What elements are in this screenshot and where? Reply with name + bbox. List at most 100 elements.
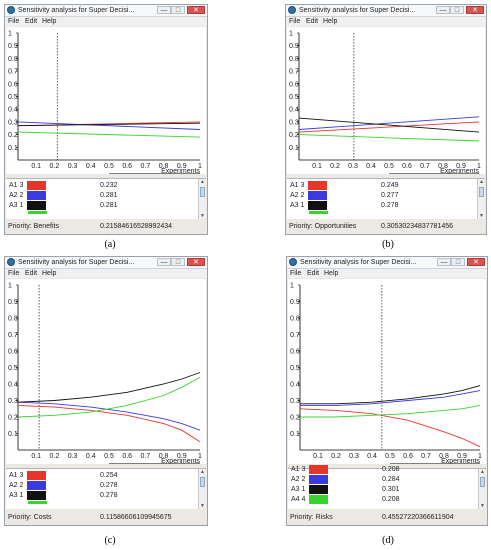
list-item[interactable]: A3 1 0.278 xyxy=(287,201,475,210)
list-scrollbar[interactable]: ▲ ▼ xyxy=(198,179,206,219)
priority-value: 0.21584616528992434 xyxy=(100,223,173,230)
scroll-down-icon[interactable]: ▼ xyxy=(200,503,205,509)
list-scrollbar[interactable]: ▲ ▼ xyxy=(198,469,206,509)
menu-edit[interactable]: Edit xyxy=(25,270,38,277)
priority-label: Priority: Costs xyxy=(8,514,52,521)
sensitivity-plot: 1 0.9 0.8 0.7 0.6 0.5 0.4 0.3 0.2 0.1 0.1 0.2 0.3 0.4… xyxy=(6,279,206,464)
menu-edit[interactable]: Edit xyxy=(306,18,319,25)
title-bar[interactable]: Sensitivity analysis for Super Decisi...… xyxy=(5,5,207,17)
y-tick-label: 0.1 xyxy=(8,145,18,152)
menu-help[interactable]: Help xyxy=(324,270,339,277)
maximize-button[interactable]: □ xyxy=(171,6,185,14)
alternatives-list: A1 3 0.232 A2 2 0.281 A3 1 0.281 ▲ ▼ xyxy=(6,178,206,219)
priority-status: Priority: Risks 0.45527220366611904 xyxy=(290,513,484,523)
menu-edit[interactable]: Edit xyxy=(307,270,320,277)
list-item[interactable]: A2 2 0.284 xyxy=(288,475,476,484)
list-item[interactable]: A1 3 0.249 xyxy=(287,181,475,190)
list-item[interactable]: A1 3 0.232 xyxy=(6,181,196,190)
menu-file[interactable]: File xyxy=(8,270,20,277)
alternative-label: A2 2 xyxy=(9,482,24,489)
maximize-button[interactable]: □ xyxy=(171,258,185,266)
y-tick-label: 0.2 xyxy=(289,132,299,139)
list-item[interactable]: A1 3 0.208 xyxy=(288,465,476,474)
title-bar[interactable]: Sensitivity analysis for Super Decisi...… xyxy=(287,257,487,269)
menu-edit[interactable]: Edit xyxy=(25,18,38,25)
minimize-button[interactable]: — xyxy=(437,258,451,266)
list-scrollbar[interactable]: ▲ ▼ xyxy=(477,179,485,219)
menu-bar: File Edit Help xyxy=(287,269,487,278)
alternative-value: 0.284 xyxy=(382,476,400,483)
x-tick-label: 0.3 xyxy=(68,453,78,460)
y-tick-label: 0.9 xyxy=(8,43,18,50)
maximize-button[interactable]: □ xyxy=(450,6,464,14)
x-tick-label: 0.6 xyxy=(403,453,413,460)
scroll-thumb[interactable] xyxy=(480,477,485,487)
x-tick-label: 0.4 xyxy=(366,163,376,170)
y-tick-label: 0.2 xyxy=(8,132,18,139)
color-swatch xyxy=(309,465,328,474)
priority-label: Priority: Benefits xyxy=(8,223,59,230)
scroll-thumb[interactable] xyxy=(200,187,205,197)
x-tick-label: 0.5 xyxy=(385,453,395,460)
scroll-thumb[interactable] xyxy=(479,187,484,197)
menu-file[interactable]: File xyxy=(8,18,20,25)
chart-svg: 1 0.9 0.8 0.7 0.6 0.5 0.4 0.3 0.2 0.1 0.1 0.2 0.3 0.4… xyxy=(289,31,481,175)
x-tick-label: 0.9 xyxy=(177,453,187,460)
menu-help[interactable]: Help xyxy=(323,18,338,25)
scroll-down-icon[interactable]: ▼ xyxy=(480,503,485,509)
list-scrollbar[interactable]: ▲ ▼ xyxy=(478,469,486,509)
scroll-thumb[interactable] xyxy=(200,477,205,487)
scroll-up-icon[interactable]: ▲ xyxy=(479,179,484,185)
close-button[interactable]: ✕ xyxy=(466,6,484,14)
close-button[interactable]: ✕ xyxy=(187,258,205,266)
minimize-button[interactable]: — xyxy=(157,258,171,266)
menu-file[interactable]: File xyxy=(290,270,302,277)
menu-help[interactable]: Help xyxy=(42,270,57,277)
minimize-button[interactable]: — xyxy=(157,6,171,14)
menu-file[interactable]: File xyxy=(289,18,301,25)
minimize-button[interactable]: — xyxy=(436,6,450,14)
scroll-down-icon[interactable]: ▼ xyxy=(479,213,484,219)
alternative-label: A1 3 xyxy=(290,182,305,189)
y-tick-label: 0.5 xyxy=(8,94,18,101)
y-tick-label: 0.3 xyxy=(290,398,300,405)
alternative-value: 0.278 xyxy=(100,492,118,499)
x-tick-label: 0.1 xyxy=(31,163,41,170)
scroll-up-icon[interactable]: ▲ xyxy=(200,469,205,475)
x-tick-label: 0.9 xyxy=(457,453,467,460)
alternative-label: A3 1 xyxy=(291,486,306,493)
y-tick-label: 0.6 xyxy=(290,349,300,356)
y-tick-label: 1 xyxy=(8,283,12,290)
alternatives-list: A1 3 0.254 A2 2 0.278 A3 1 0.278 ▲ ▼ xyxy=(6,468,206,509)
series-line-red xyxy=(299,408,481,448)
list-item[interactable]: A2 2 0.278 xyxy=(6,481,196,490)
scroll-up-icon[interactable]: ▲ xyxy=(480,469,485,475)
y-tick-label: 0.8 xyxy=(8,316,18,323)
series-line-red xyxy=(298,121,480,133)
color-swatch xyxy=(309,495,328,504)
alternative-label: A3 1 xyxy=(9,202,24,209)
menu-help[interactable]: Help xyxy=(42,18,57,25)
x-tick-label: 0.7 xyxy=(420,163,430,170)
list-item[interactable]: A3 1 0.278 xyxy=(6,491,196,500)
x-tick-label: 0.3 xyxy=(348,163,358,170)
close-button[interactable]: ✕ xyxy=(187,6,205,14)
title-bar[interactable]: Sensitivity analysis for Super Decisi...… xyxy=(5,257,207,269)
x-tick-label: 0.5 xyxy=(104,163,114,170)
list-item[interactable]: A3 1 0.281 xyxy=(6,201,196,210)
list-item[interactable]: A2 2 0.281 xyxy=(6,191,196,200)
list-item[interactable]: A2 2 0.277 xyxy=(287,191,475,200)
alternative-label: A4 4 xyxy=(291,496,306,503)
title-bar[interactable]: Sensitivity analysis for Super Decisi...… xyxy=(286,5,486,17)
y-tick-label: 0.8 xyxy=(8,56,18,63)
close-button[interactable]: ✕ xyxy=(467,258,485,266)
sensitivity-plot: 1 0.9 0.8 0.7 0.6 0.5 0.4 0.3 0.2 0.1 0.1 0.2 0.3 0.4… xyxy=(6,27,206,174)
y-tick-label: 0.4 xyxy=(290,382,300,389)
scroll-down-icon[interactable]: ▼ xyxy=(200,213,205,219)
maximize-button[interactable]: □ xyxy=(451,258,465,266)
scroll-up-icon[interactable]: ▲ xyxy=(200,179,205,185)
x-tick-label: 0.3 xyxy=(349,453,359,460)
list-item[interactable]: A1 3 0.254 xyxy=(6,471,196,480)
list-item[interactable]: A4 4 0.208 xyxy=(288,495,476,504)
list-item[interactable]: A3 1 0.301 xyxy=(288,485,476,494)
